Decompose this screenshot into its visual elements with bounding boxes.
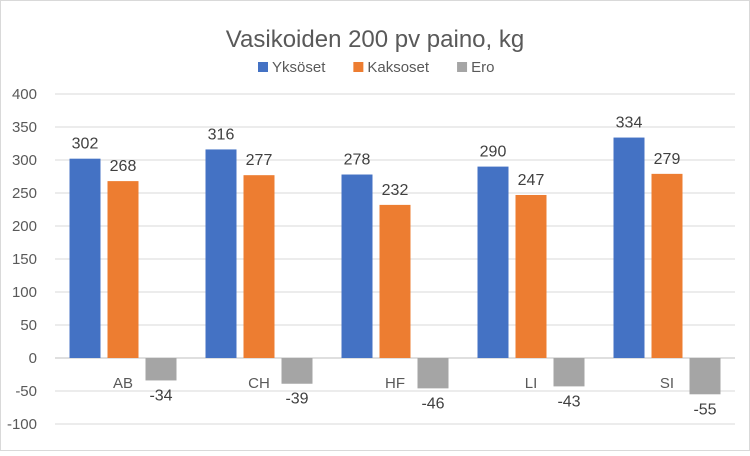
legend-swatch: [457, 62, 468, 72]
bar-kaksoset-si: [651, 173, 683, 358]
legend-swatch: [258, 62, 268, 72]
bar-kaksoset-hf: [379, 204, 411, 358]
y-tick-label: 0: [29, 350, 37, 367]
data-label: 278: [344, 152, 371, 169]
bar-yksöset-ab: [69, 158, 101, 358]
y-tick-label: 50: [20, 317, 37, 334]
data-label: 247: [518, 172, 545, 189]
bar-ero-ab: [145, 358, 177, 381]
data-label: -46: [421, 395, 444, 412]
y-tick-label: -100: [7, 416, 37, 433]
x-tick-label: SI: [660, 375, 674, 392]
legend-label: Ero: [471, 59, 494, 76]
data-label: -55: [693, 401, 716, 418]
y-tick-label: 100: [12, 284, 37, 301]
data-label: 232: [382, 182, 409, 199]
data-label: 334: [616, 115, 643, 132]
legend-label: Yksöset: [272, 59, 326, 76]
data-label: 268: [110, 158, 137, 175]
bar-kaksoset-li: [515, 194, 547, 358]
legend-label: Kaksoset: [367, 59, 430, 76]
bar-yksöset-li: [477, 166, 509, 358]
y-tick-label: -50: [15, 383, 37, 400]
bar-yksöset-hf: [341, 174, 373, 358]
data-label: -39: [285, 391, 308, 408]
data-label: 302: [72, 136, 99, 153]
data-label: 277: [246, 152, 273, 169]
chart-title: Vasikoiden 200 pv paino, kg: [226, 26, 524, 53]
bar-ero-si: [689, 358, 721, 395]
data-label: -34: [149, 387, 172, 404]
y-tick-label: 150: [12, 251, 37, 268]
legend-swatch: [353, 62, 364, 72]
bar-kaksoset-ch: [243, 175, 275, 358]
bar-ero-hf: [417, 358, 449, 389]
y-tick-label: 400: [12, 86, 37, 103]
data-label: 279: [654, 151, 681, 168]
x-tick-label: LI: [525, 375, 538, 392]
x-tick-label: AB: [113, 375, 133, 392]
data-label: 316: [208, 126, 235, 143]
y-tick-label: 350: [12, 119, 37, 136]
y-tick-label: 250: [12, 185, 37, 202]
y-tick-label: 200: [12, 218, 37, 235]
bar-kaksoset-ab: [107, 181, 139, 358]
bar-ero-ch: [281, 358, 313, 384]
x-tick-label: HF: [385, 375, 405, 392]
x-tick-label: CH: [248, 375, 270, 392]
data-label: 290: [480, 144, 507, 161]
bar-ero-li: [553, 358, 585, 387]
y-tick-label: 300: [12, 152, 37, 169]
bar-yksöset-ch: [205, 149, 237, 358]
bar-yksöset-si: [613, 137, 645, 358]
data-label: -43: [557, 393, 580, 410]
